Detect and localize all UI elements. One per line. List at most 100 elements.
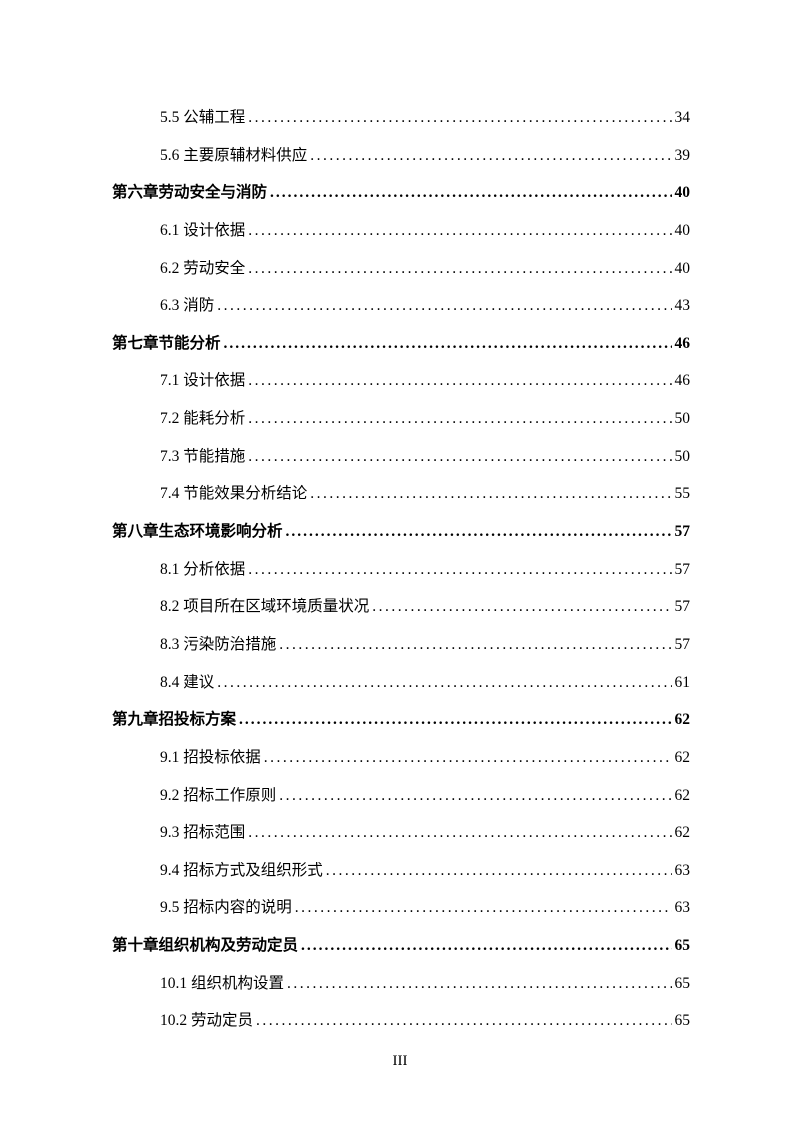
table-of-contents: 5.5 公辅工程 ...............................… bbox=[112, 108, 690, 1032]
toc-entry: 8.1 分析依据 ...............................… bbox=[112, 560, 690, 580]
toc-label: 6.1 设计依据 bbox=[160, 221, 245, 241]
toc-label: 7.3 节能措施 bbox=[160, 447, 245, 467]
toc-entry: 10.2 劳动定员 ..............................… bbox=[112, 1011, 690, 1031]
toc-page: 40 bbox=[675, 259, 691, 279]
toc-leader-dots: ........................................… bbox=[286, 522, 672, 542]
toc-entry: 7.2 能耗分析 ...............................… bbox=[112, 409, 690, 429]
toc-leader-dots: ........................................… bbox=[248, 447, 671, 467]
toc-page: 40 bbox=[675, 183, 691, 203]
toc-entry: 第九章招投标方案 ...............................… bbox=[112, 710, 690, 730]
toc-leader-dots: ........................................… bbox=[270, 183, 671, 203]
toc-label: 第六章劳动安全与消防 bbox=[112, 183, 267, 203]
toc-page: 57 bbox=[675, 635, 691, 655]
toc-entry: 7.1 设计依据 ...............................… bbox=[112, 371, 690, 391]
toc-leader-dots: ........................................… bbox=[326, 861, 672, 881]
toc-leader-dots: ........................................… bbox=[248, 259, 671, 279]
toc-page: 63 bbox=[675, 861, 691, 881]
toc-leader-dots: ........................................… bbox=[279, 635, 671, 655]
toc-entry: 第八章生态环境影响分析 ............................… bbox=[112, 522, 690, 542]
toc-entry: 7.3 节能措施 ...............................… bbox=[112, 447, 690, 467]
toc-label: 6.3 消防 bbox=[160, 296, 214, 316]
toc-leader-dots: ........................................… bbox=[256, 1011, 671, 1031]
toc-leader-dots: ........................................… bbox=[248, 409, 671, 429]
toc-leader-dots: ........................................… bbox=[372, 597, 671, 617]
toc-entry: 6.2 劳动安全 ...............................… bbox=[112, 259, 690, 279]
toc-entry: 8.4 建议 .................................… bbox=[112, 673, 690, 693]
toc-page: 65 bbox=[675, 1011, 691, 1031]
toc-page: 63 bbox=[675, 898, 691, 918]
toc-page: 65 bbox=[675, 936, 691, 956]
toc-leader-dots: ........................................… bbox=[248, 823, 671, 843]
toc-label: 8.2 项目所在区域环境质量状况 bbox=[160, 597, 369, 617]
toc-entry: 9.2 招标工作原则 .............................… bbox=[112, 786, 690, 806]
toc-leader-dots: ........................................… bbox=[239, 710, 671, 730]
toc-page: 65 bbox=[675, 974, 691, 994]
toc-label: 8.3 污染防治措施 bbox=[160, 635, 276, 655]
toc-label: 8.4 建议 bbox=[160, 673, 214, 693]
toc-label: 9.5 招标内容的说明 bbox=[160, 898, 292, 918]
toc-page: 50 bbox=[675, 447, 691, 467]
toc-entry: 第六章劳动安全与消防 .............................… bbox=[112, 183, 690, 203]
toc-label: 9.4 招标方式及组织形式 bbox=[160, 861, 323, 881]
toc-page: 34 bbox=[675, 108, 691, 128]
toc-leader-dots: ........................................… bbox=[301, 936, 671, 956]
toc-entry: 8.3 污染防治措施 .............................… bbox=[112, 635, 690, 655]
toc-page: 57 bbox=[675, 522, 691, 542]
toc-label: 第十章组织机构及劳动定员 bbox=[112, 936, 298, 956]
toc-leader-dots: ........................................… bbox=[287, 974, 671, 994]
toc-entry: 9.1 招投标依据 ..............................… bbox=[112, 748, 690, 768]
toc-page: 62 bbox=[675, 823, 691, 843]
toc-label: 第八章生态环境影响分析 bbox=[112, 522, 283, 542]
toc-label: 7.1 设计依据 bbox=[160, 371, 245, 391]
toc-leader-dots: ........................................… bbox=[224, 334, 672, 354]
toc-leader-dots: ........................................… bbox=[310, 484, 671, 504]
toc-label: 10.1 组织机构设置 bbox=[160, 974, 284, 994]
toc-entry: 第七章节能分析 ................................… bbox=[112, 334, 690, 354]
toc-leader-dots: ........................................… bbox=[248, 371, 671, 391]
toc-label: 5.5 公辅工程 bbox=[160, 108, 245, 128]
toc-label: 第七章节能分析 bbox=[112, 334, 221, 354]
toc-entry: 9.5 招标内容的说明 ............................… bbox=[112, 898, 690, 918]
toc-entry: 第十章组织机构及劳动定员 ...........................… bbox=[112, 936, 690, 956]
toc-label: 7.2 能耗分析 bbox=[160, 409, 245, 429]
toc-page: 55 bbox=[675, 484, 691, 504]
toc-leader-dots: ........................................… bbox=[310, 146, 671, 166]
toc-leader-dots: ........................................… bbox=[264, 748, 672, 768]
toc-page: 46 bbox=[675, 371, 691, 391]
toc-leader-dots: ........................................… bbox=[248, 560, 671, 580]
toc-page: 62 bbox=[675, 786, 691, 806]
toc-label: 8.1 分析依据 bbox=[160, 560, 245, 580]
toc-label: 第九章招投标方案 bbox=[112, 710, 236, 730]
toc-entry: 6.1 设计依据 ...............................… bbox=[112, 221, 690, 241]
toc-label: 6.2 劳动安全 bbox=[160, 259, 245, 279]
toc-entry: 8.2 项目所在区域环境质量状况 .......................… bbox=[112, 597, 690, 617]
toc-leader-dots: ........................................… bbox=[217, 673, 671, 693]
toc-leader-dots: ........................................… bbox=[248, 221, 671, 241]
toc-entry: 5.5 公辅工程 ...............................… bbox=[112, 108, 690, 128]
toc-page: 43 bbox=[675, 296, 691, 316]
toc-entry: 6.3 消防 .................................… bbox=[112, 296, 690, 316]
toc-leader-dots: ........................................… bbox=[217, 296, 671, 316]
toc-page: 62 bbox=[675, 748, 691, 768]
toc-page: 50 bbox=[675, 409, 691, 429]
toc-page: 61 bbox=[675, 673, 691, 693]
toc-entry: 10.1 组织机构设置 ............................… bbox=[112, 974, 690, 994]
toc-label: 9.3 招标范围 bbox=[160, 823, 245, 843]
toc-page: 62 bbox=[675, 710, 691, 730]
toc-leader-dots: ........................................… bbox=[248, 108, 671, 128]
toc-entry: 5.6 主要原辅材料供应 ...........................… bbox=[112, 146, 690, 166]
toc-label: 7.4 节能效果分析结论 bbox=[160, 484, 307, 504]
toc-entry: 7.4 节能效果分析结论 ...........................… bbox=[112, 484, 690, 504]
toc-page: 40 bbox=[675, 221, 691, 241]
toc-entry: 9.3 招标范围 ...............................… bbox=[112, 823, 690, 843]
toc-label: 9.1 招投标依据 bbox=[160, 748, 261, 768]
page-number: III bbox=[0, 1053, 800, 1070]
toc-label: 9.2 招标工作原则 bbox=[160, 786, 276, 806]
toc-leader-dots: ........................................… bbox=[295, 898, 672, 918]
toc-page: 57 bbox=[675, 597, 691, 617]
toc-label: 5.6 主要原辅材料供应 bbox=[160, 146, 307, 166]
toc-page: 39 bbox=[675, 146, 691, 166]
toc-page: 46 bbox=[675, 334, 691, 354]
toc-label: 10.2 劳动定员 bbox=[160, 1011, 253, 1031]
toc-page: 57 bbox=[675, 560, 691, 580]
